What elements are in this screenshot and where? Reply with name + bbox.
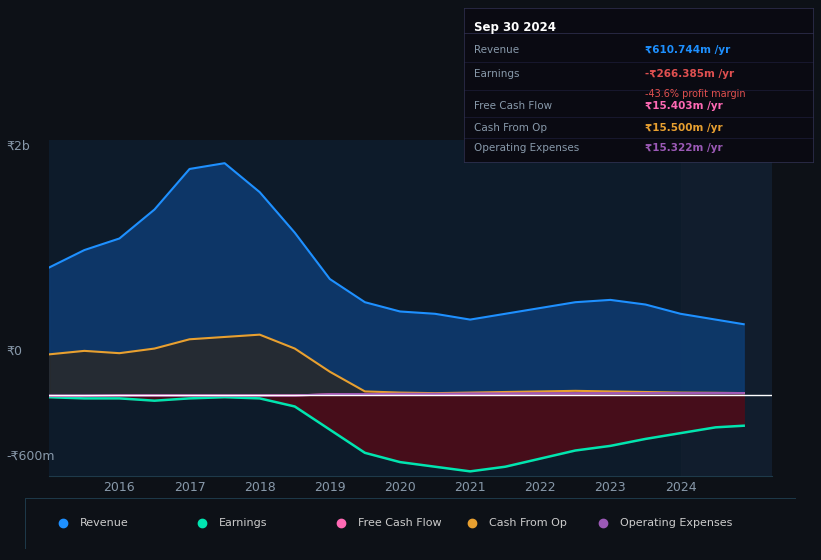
Text: Revenue: Revenue (475, 45, 520, 55)
Text: Free Cash Flow: Free Cash Flow (358, 517, 442, 528)
Text: Revenue: Revenue (80, 517, 129, 528)
Text: ₹610.744m /yr: ₹610.744m /yr (645, 45, 731, 55)
Text: Operating Expenses: Operating Expenses (621, 517, 733, 528)
Text: Earnings: Earnings (475, 69, 520, 79)
Text: Operating Expenses: Operating Expenses (475, 143, 580, 153)
Text: ₹0: ₹0 (6, 345, 22, 358)
Bar (681, 140, 772, 476)
Text: Cash From Op: Cash From Op (475, 123, 548, 133)
Text: -₹600m: -₹600m (6, 450, 54, 463)
Text: Cash From Op: Cash From Op (489, 517, 567, 528)
Text: Free Cash Flow: Free Cash Flow (475, 101, 553, 111)
Text: ₹15.403m /yr: ₹15.403m /yr (645, 101, 723, 111)
Text: ₹15.322m /yr: ₹15.322m /yr (645, 143, 723, 153)
Text: ₹2b: ₹2b (6, 140, 30, 153)
Text: -₹266.385m /yr: -₹266.385m /yr (645, 69, 735, 79)
Text: ₹15.500m /yr: ₹15.500m /yr (645, 123, 723, 133)
Text: -43.6% profit margin: -43.6% profit margin (645, 89, 746, 99)
Text: Sep 30 2024: Sep 30 2024 (475, 21, 557, 34)
Text: Earnings: Earnings (219, 517, 268, 528)
